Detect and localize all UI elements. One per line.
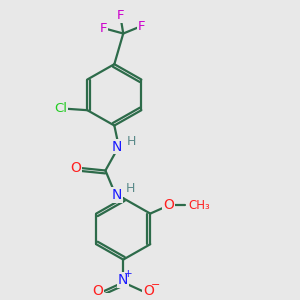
- Text: F: F: [137, 20, 145, 33]
- Text: N: N: [112, 140, 122, 154]
- Text: N: N: [118, 273, 128, 287]
- Text: O: O: [70, 161, 81, 175]
- Text: N: N: [112, 188, 122, 202]
- Text: O: O: [92, 284, 104, 298]
- Text: +: +: [124, 268, 133, 279]
- Text: Cl: Cl: [54, 102, 67, 115]
- Text: CH₃: CH₃: [189, 199, 210, 212]
- Text: H: H: [127, 135, 136, 148]
- Text: F: F: [116, 9, 124, 22]
- Text: O: O: [163, 198, 174, 212]
- Text: −: −: [151, 280, 160, 290]
- Text: O: O: [143, 284, 154, 298]
- Text: F: F: [100, 22, 108, 35]
- Text: H: H: [125, 182, 135, 195]
